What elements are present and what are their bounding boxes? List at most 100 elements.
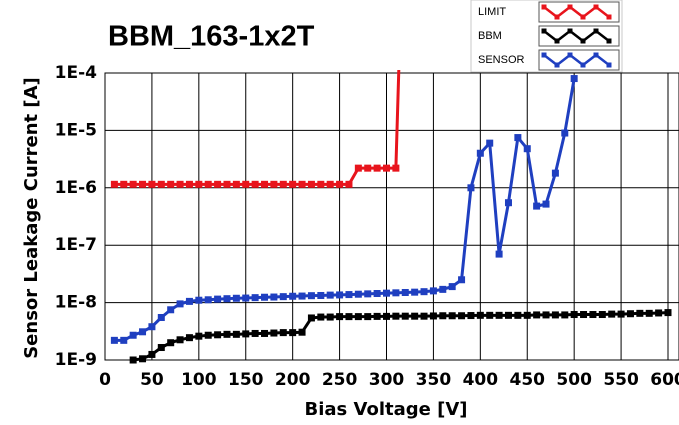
data-point [157,180,165,188]
data-point [523,145,531,153]
data-point [523,311,531,319]
data-point [195,332,203,340]
data-point [514,134,522,142]
data-point [317,313,325,321]
data-point [504,311,512,319]
legend-marker [567,28,573,34]
data-point [392,312,400,320]
x-tick-label: 350 [416,370,452,390]
series-layer [110,70,672,364]
x-tick-label: 500 [556,370,592,390]
data-point [279,329,287,337]
chart-title: BBM_163-1x2T [108,21,315,53]
data-point [486,139,494,147]
data-point [204,296,212,304]
legend-marker [541,52,547,58]
data-point [148,323,156,331]
data-point [476,149,484,157]
legend: LIMIT BBM SENSOR [478,1,620,71]
data-point [514,311,522,319]
data-point [251,180,259,188]
data-point [326,291,334,299]
data-point [608,310,616,318]
data-point [242,180,250,188]
data-point [354,313,362,321]
data-point [580,311,588,319]
data-point [307,180,315,188]
data-point [261,180,269,188]
legend-marker [567,52,573,58]
data-point [655,309,663,317]
y-tick-label: 1E-4 [55,63,97,83]
data-point [289,292,297,300]
data-point [589,311,597,319]
data-point [139,355,147,363]
data-point [467,312,475,320]
data-point [533,202,541,210]
data-point [429,287,437,295]
data-point [289,329,297,337]
data-point [326,180,334,188]
data-point [120,180,128,188]
data-point [185,334,193,342]
data-point [167,339,175,347]
data-point [270,293,278,301]
x-tick-label: 550 [603,370,639,390]
data-point [176,300,184,308]
x-tick-label: 50 [140,370,164,390]
data-point [251,329,259,337]
data-point [364,164,372,172]
legend-label: BBM [478,30,502,42]
data-point [345,291,353,299]
data-point [307,292,315,300]
y-tick-label: 1E-7 [55,235,97,255]
data-point [298,292,306,300]
legend-marker [580,62,586,68]
legend-marker [606,14,612,20]
data-point [542,311,550,319]
data-point [411,288,419,296]
data-point [317,291,325,299]
data-point [289,180,297,188]
data-point [420,288,428,296]
data-point [561,311,569,319]
data-point [223,330,231,338]
data-point [167,180,175,188]
data-point [251,294,259,302]
data-point [345,180,353,188]
data-point [476,311,484,319]
data-point [129,180,137,188]
data-point [223,295,231,303]
data-point [626,310,634,318]
legend-marker [593,52,599,58]
data-point [504,199,512,207]
data-point [110,180,118,188]
data-point [345,313,353,321]
data-point [645,309,653,317]
x-tick-label: 0 [99,370,111,390]
legend-marker [580,38,586,44]
data-point [232,180,240,188]
legend-marker [580,14,586,20]
data-point [176,180,184,188]
y-tick-label: 1E-9 [55,350,97,370]
data-point [148,350,156,358]
data-point [336,291,344,299]
data-point [364,313,372,321]
y-tick-label: 1E-6 [55,178,97,198]
data-point [429,312,437,320]
data-point [373,164,381,172]
legend-marker [554,38,560,44]
data-point [420,312,428,320]
data-point [279,293,287,301]
x-tick-label: 300 [369,370,405,390]
data-point [636,309,644,317]
x-tick-label: 600 [650,370,679,390]
x-tick-label: 400 [463,370,499,390]
data-point [383,312,390,320]
data-point [232,330,240,338]
data-point [448,312,456,320]
legend-marker [606,62,612,68]
grid: 1E-9 1E-8 1E-7 1E-6 1E-5 1E-4 0 50 100 150 200 250 3… [55,63,679,390]
